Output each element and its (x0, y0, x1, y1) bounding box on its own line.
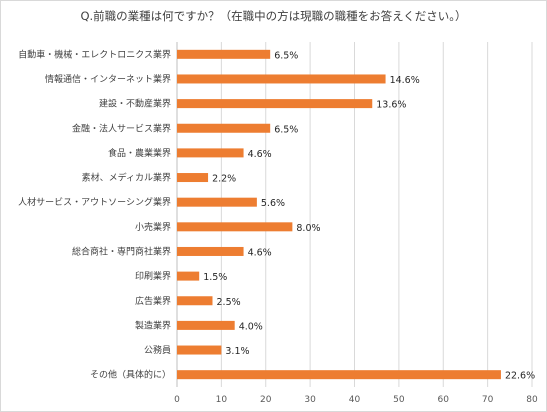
bar (177, 148, 244, 158)
data-label: 13.6% (376, 100, 406, 111)
category-label: 製造業界 (135, 319, 171, 331)
data-label: 1.5% (203, 272, 227, 283)
category-label: 金融・法人サービス業界 (72, 122, 171, 134)
data-label: 4.0% (239, 321, 263, 332)
x-tick-label: 10 (216, 395, 228, 405)
bar (177, 271, 200, 281)
category-label: 小売業界 (135, 221, 171, 233)
data-label: 2.5% (217, 297, 241, 308)
bar (177, 296, 213, 306)
x-tick-label: 70 (482, 395, 494, 405)
x-tick-label: 50 (393, 395, 405, 405)
category-label: 広告業界 (135, 295, 171, 307)
x-tick-label: 80 (526, 395, 538, 405)
bar (177, 197, 257, 207)
data-label: 6.5% (274, 50, 298, 61)
data-label: 3.1% (225, 346, 249, 357)
bar (177, 99, 373, 109)
data-label: 14.6% (390, 75, 420, 86)
category-label: 人材サービス・アウトソーシング業界 (18, 196, 171, 208)
category-label: 建設・不動産業界 (99, 98, 171, 110)
data-label: 2.2% (212, 174, 236, 185)
data-label: 6.5% (274, 124, 298, 135)
bar (177, 222, 293, 232)
x-tick-label: 20 (260, 395, 272, 405)
category-label: 公務員 (144, 344, 171, 356)
data-label: 8.0% (296, 223, 320, 234)
data-label: 22.6% (505, 371, 535, 382)
bar (177, 123, 271, 133)
category-label: 総合商社・専門商社業界 (72, 245, 171, 257)
category-label: その他（具体的に） (90, 369, 171, 381)
bar (177, 370, 501, 380)
bar (177, 173, 209, 183)
chart-title: Q.前職の業種は何ですか？（在職中の方は現職の職種をお答えください。） (80, 9, 467, 23)
category-label: 印刷業界 (135, 270, 171, 282)
category-label: 食品・農業業界 (108, 147, 171, 159)
data-label: 5.6% (261, 198, 285, 209)
x-tick-label: 60 (438, 395, 450, 405)
bar (177, 74, 386, 84)
x-tick-label: 30 (304, 395, 316, 405)
x-tick-label: 40 (349, 395, 361, 405)
category-label: 素材、メディカル業界 (82, 172, 171, 184)
category-label: 情報通信・インターネット業界 (45, 73, 171, 85)
data-label: 4.6% (248, 149, 272, 160)
data-label: 4.6% (248, 247, 272, 258)
bar (177, 49, 271, 59)
category-label: 自動車・機械・エレクトロニクス業界 (18, 48, 171, 60)
bar (177, 320, 235, 330)
x-tick-label: 0 (174, 395, 180, 405)
bar (177, 345, 222, 355)
bar (177, 246, 244, 256)
